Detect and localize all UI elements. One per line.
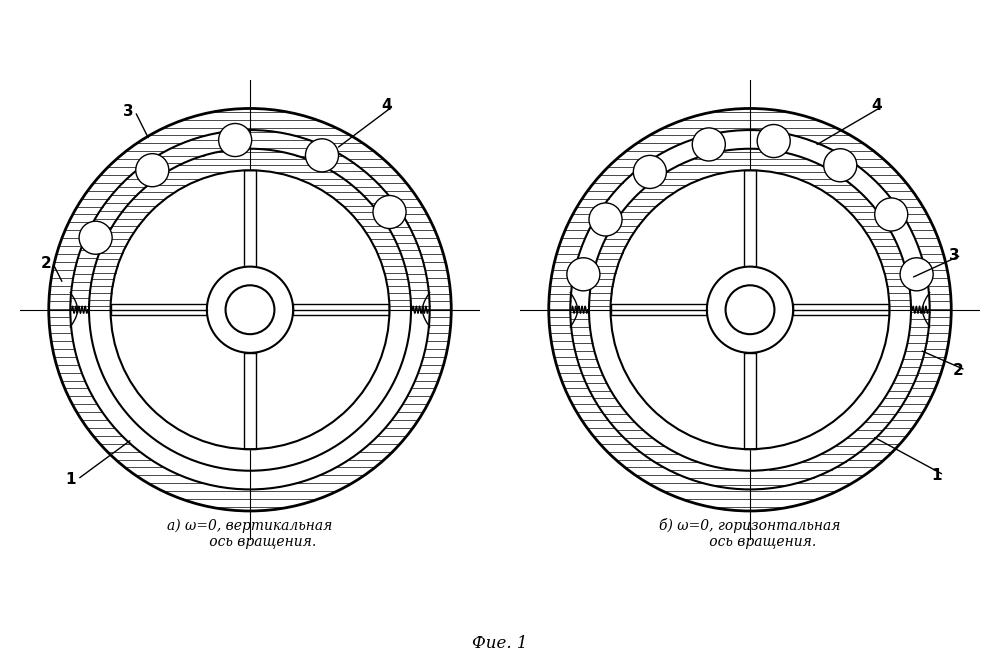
Polygon shape (793, 304, 889, 316)
Polygon shape (244, 353, 256, 449)
Polygon shape (244, 170, 256, 267)
Circle shape (726, 285, 774, 334)
Circle shape (136, 154, 169, 186)
Circle shape (207, 267, 293, 353)
Circle shape (757, 125, 790, 158)
Circle shape (900, 258, 933, 291)
Text: 2: 2 (953, 362, 964, 378)
Polygon shape (744, 353, 756, 449)
Polygon shape (293, 304, 389, 316)
Circle shape (567, 258, 600, 291)
Circle shape (373, 196, 406, 229)
Circle shape (824, 149, 857, 182)
Text: 4: 4 (381, 98, 392, 113)
Text: Фие. 1: Фие. 1 (472, 635, 528, 652)
Circle shape (219, 123, 252, 157)
Text: а) ω=0, вертикальная
      ось вращения.: а) ω=0, вертикальная ось вращения. (167, 518, 333, 549)
Text: 4: 4 (871, 98, 882, 113)
Circle shape (226, 285, 274, 334)
Circle shape (49, 109, 451, 511)
Circle shape (707, 267, 793, 353)
Circle shape (875, 198, 908, 231)
Polygon shape (611, 304, 707, 316)
Circle shape (79, 221, 112, 254)
Polygon shape (111, 304, 207, 316)
Circle shape (633, 156, 666, 188)
Text: б) ω=0, горизонтальная
      ось вращения.: б) ω=0, горизонтальная ось вращения. (659, 518, 841, 550)
Text: 3: 3 (949, 248, 959, 262)
Circle shape (549, 109, 951, 511)
Text: 2: 2 (40, 256, 51, 272)
Text: 1: 1 (932, 467, 942, 482)
Circle shape (589, 203, 622, 236)
Text: 3: 3 (123, 104, 133, 119)
Polygon shape (744, 170, 756, 267)
Text: 1: 1 (65, 472, 76, 487)
Circle shape (692, 128, 725, 161)
Circle shape (305, 139, 339, 172)
